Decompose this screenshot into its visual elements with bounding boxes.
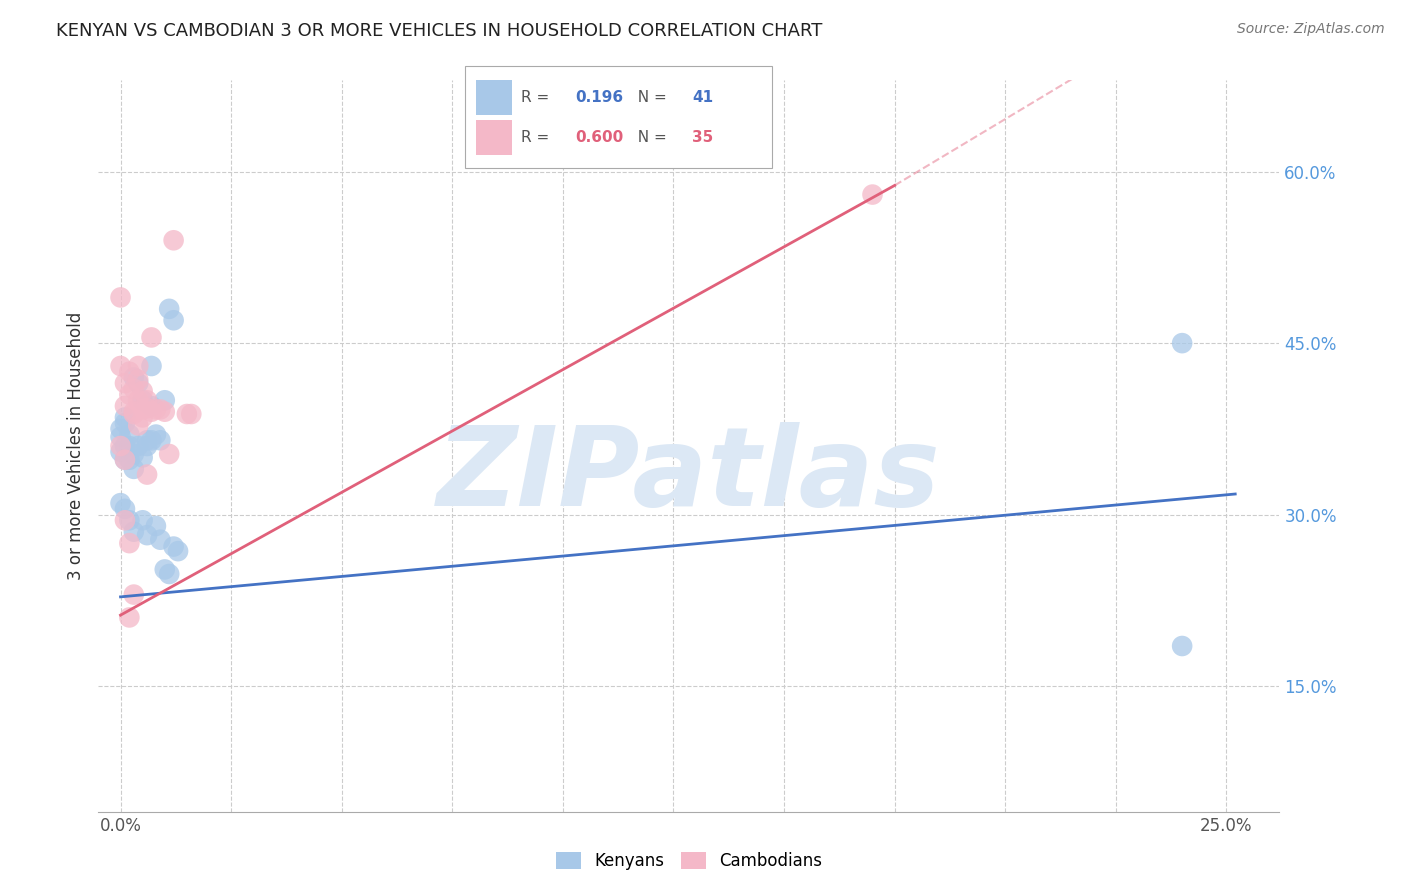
Point: [118, 427, 141, 442]
Point: [114, 513, 136, 527]
Point: [162, 540, 184, 554]
Point: [162, 233, 184, 247]
Point: [141, 405, 163, 419]
Point: [141, 359, 163, 373]
Point: [131, 384, 153, 399]
Point: [180, 407, 202, 421]
Point: [110, 290, 132, 304]
Point: [114, 452, 136, 467]
Point: [141, 434, 163, 448]
Point: [114, 501, 136, 516]
Point: [114, 376, 136, 391]
Text: 35: 35: [693, 130, 714, 145]
Point: [176, 407, 198, 421]
Point: [110, 359, 132, 373]
Point: [127, 373, 149, 387]
Text: N =: N =: [627, 90, 671, 105]
Bar: [477, 120, 512, 155]
Point: [141, 399, 163, 413]
Point: [122, 382, 145, 396]
Text: ZIPatlas: ZIPatlas: [437, 422, 941, 529]
Point: [127, 439, 149, 453]
Text: R =: R =: [522, 130, 554, 145]
Text: Source: ZipAtlas.com: Source: ZipAtlas.com: [1237, 22, 1385, 37]
Point: [136, 401, 159, 416]
Point: [131, 513, 153, 527]
Point: [131, 410, 153, 425]
Point: [1171, 639, 1194, 653]
Point: [162, 313, 184, 327]
Point: [122, 462, 145, 476]
Text: 0.196: 0.196: [575, 90, 624, 105]
Point: [127, 359, 149, 373]
Point: [110, 444, 132, 458]
Point: [118, 365, 141, 379]
Point: [136, 467, 159, 482]
Point: [131, 450, 153, 465]
Bar: [464, 66, 772, 168]
Point: [157, 301, 180, 316]
Point: [122, 407, 145, 421]
Point: [862, 187, 884, 202]
Point: [122, 447, 145, 461]
Point: [122, 524, 145, 539]
Point: [131, 402, 153, 417]
Point: [127, 376, 149, 391]
Point: [118, 439, 141, 453]
Y-axis label: 3 or more Vehicles in Household: 3 or more Vehicles in Household: [66, 312, 84, 580]
Bar: [477, 80, 512, 115]
Point: [1171, 336, 1194, 351]
Point: [141, 330, 163, 344]
Text: N =: N =: [627, 130, 671, 145]
Point: [118, 387, 141, 401]
Point: [153, 405, 176, 419]
Point: [114, 399, 136, 413]
Point: [110, 422, 132, 436]
Point: [118, 452, 141, 467]
Point: [118, 513, 141, 527]
Point: [136, 439, 159, 453]
Point: [157, 567, 180, 582]
Point: [122, 405, 145, 419]
Point: [136, 528, 159, 542]
Point: [136, 434, 159, 448]
Point: [136, 393, 159, 408]
Text: R =: R =: [522, 90, 554, 105]
Point: [145, 519, 167, 533]
Point: [122, 588, 145, 602]
Legend: Kenyans, Cambodians: Kenyans, Cambodians: [550, 845, 828, 877]
Point: [149, 402, 172, 417]
Point: [167, 544, 190, 558]
Point: [118, 536, 141, 550]
Text: 41: 41: [693, 90, 714, 105]
Point: [127, 418, 149, 433]
Point: [114, 410, 136, 425]
Point: [110, 439, 132, 453]
Point: [131, 393, 153, 408]
Point: [110, 496, 132, 510]
Point: [153, 562, 176, 576]
Point: [149, 533, 172, 547]
Point: [114, 452, 136, 467]
Text: 0.600: 0.600: [575, 130, 624, 145]
Point: [127, 393, 149, 408]
Point: [114, 439, 136, 453]
Point: [114, 416, 136, 430]
Point: [153, 393, 176, 408]
Point: [145, 427, 167, 442]
Point: [157, 447, 180, 461]
Point: [145, 402, 167, 417]
Text: KENYAN VS CAMBODIAN 3 OR MORE VEHICLES IN HOUSEHOLD CORRELATION CHART: KENYAN VS CAMBODIAN 3 OR MORE VEHICLES I…: [56, 22, 823, 40]
Point: [110, 430, 132, 444]
Point: [118, 610, 141, 624]
Point: [149, 434, 172, 448]
Point: [122, 370, 145, 384]
